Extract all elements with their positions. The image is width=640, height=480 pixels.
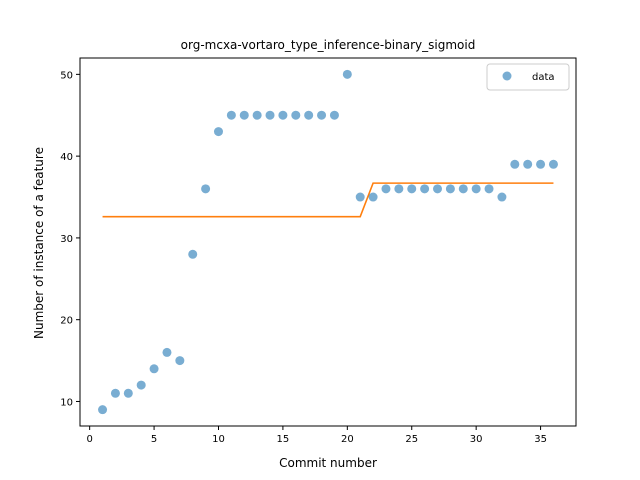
x-axis: 0 5 10 15 20 25 30 35 <box>86 426 547 445</box>
x-tick-label: 25 <box>405 434 418 445</box>
data-point <box>239 110 249 120</box>
y-axis-label: Number of instance of a feature <box>32 147 46 339</box>
data-point <box>110 388 120 398</box>
data-point <box>497 192 507 202</box>
data-point <box>510 159 520 169</box>
x-tick-label: 20 <box>341 434 354 445</box>
y-axis: 10 20 30 40 50 <box>60 70 80 408</box>
data-point <box>213 127 223 137</box>
data-point <box>536 159 546 169</box>
data-point <box>278 110 288 120</box>
x-tick-label: 10 <box>212 434 225 445</box>
data-point <box>175 356 185 366</box>
data-point <box>433 184 443 194</box>
x-axis-label: Commit number <box>279 456 377 470</box>
chart-title: org-mcxa-vortaro_type_inference-binary_s… <box>181 38 476 52</box>
data-point <box>149 364 159 374</box>
data-point <box>471 184 481 194</box>
y-tick-label: 10 <box>60 397 73 408</box>
data-point <box>98 405 108 415</box>
data-point <box>381 184 391 194</box>
data-point <box>407 184 417 194</box>
data-point <box>265 110 275 120</box>
data-point <box>394 184 404 194</box>
plot-area <box>98 69 558 415</box>
y-tick-label: 40 <box>60 152 73 163</box>
data-point <box>458 184 468 194</box>
fit-line <box>102 182 554 218</box>
legend-box <box>486 63 570 91</box>
data-point <box>136 380 146 390</box>
data-point <box>317 110 327 120</box>
data-point <box>291 110 301 120</box>
data-point <box>484 184 494 194</box>
data-point <box>355 192 365 202</box>
data-point <box>523 159 533 169</box>
data-point <box>368 192 378 202</box>
data-point <box>162 347 172 357</box>
legend-label-data: data <box>532 72 555 83</box>
data-point <box>420 184 430 194</box>
data-point <box>252 110 262 120</box>
x-tick-label: 30 <box>470 434 483 445</box>
data-point <box>123 388 133 398</box>
x-tick-label: 0 <box>86 434 92 445</box>
y-tick-label: 30 <box>60 234 73 245</box>
data-point <box>329 110 339 120</box>
y-tick-label: 20 <box>60 316 73 327</box>
x-tick-label: 15 <box>277 434 290 445</box>
data-point <box>445 184 455 194</box>
data-point <box>188 249 198 259</box>
data-point <box>201 184 211 194</box>
data-point <box>342 69 352 79</box>
legend-marker-data <box>502 71 512 81</box>
x-tick-label: 35 <box>534 434 547 445</box>
x-tick-label: 5 <box>151 434 157 445</box>
legend: data <box>486 63 570 91</box>
data-point <box>304 110 314 120</box>
data-point <box>226 110 236 120</box>
axes-frame <box>79 57 577 427</box>
y-tick-label: 50 <box>60 70 73 81</box>
data-point <box>548 159 558 169</box>
